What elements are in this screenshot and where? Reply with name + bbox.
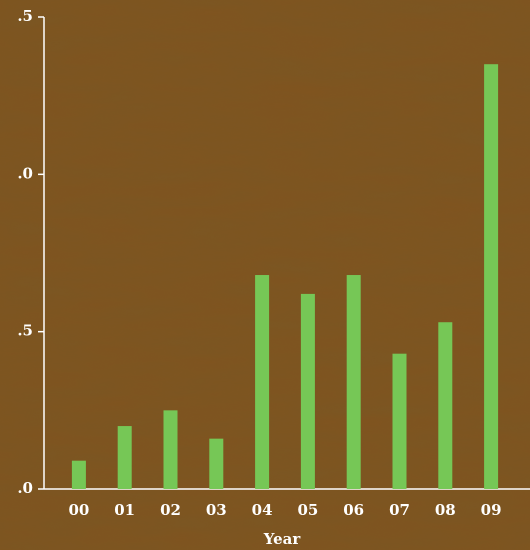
bar: [300, 293, 315, 489]
y-tick-label: .5: [17, 322, 33, 340]
bar: [163, 410, 178, 489]
bar: [438, 322, 453, 489]
x-tick-label: 03: [206, 501, 227, 519]
bar: [71, 460, 86, 489]
x-tick-label: 06: [343, 501, 364, 519]
bar: [346, 275, 361, 489]
bar: [484, 64, 499, 489]
x-tick-label: 02: [160, 501, 181, 519]
y-tick-label: .0: [17, 164, 33, 182]
x-tick-label: 01: [114, 501, 135, 519]
y-tick-label: .5: [17, 7, 33, 25]
x-axis-title: Year: [263, 530, 302, 548]
bar: [117, 426, 132, 489]
y-tick-label: .0: [17, 479, 33, 497]
x-tick-label: 00: [68, 501, 89, 519]
x-tick-label: 09: [481, 501, 502, 519]
x-tick-label: 08: [435, 501, 456, 519]
x-tick-label: 04: [252, 501, 273, 519]
bar: [209, 438, 224, 489]
bar: [392, 353, 407, 489]
bar: [255, 275, 270, 489]
x-tick-label: 05: [297, 501, 318, 519]
x-tick-label: 07: [389, 501, 410, 519]
